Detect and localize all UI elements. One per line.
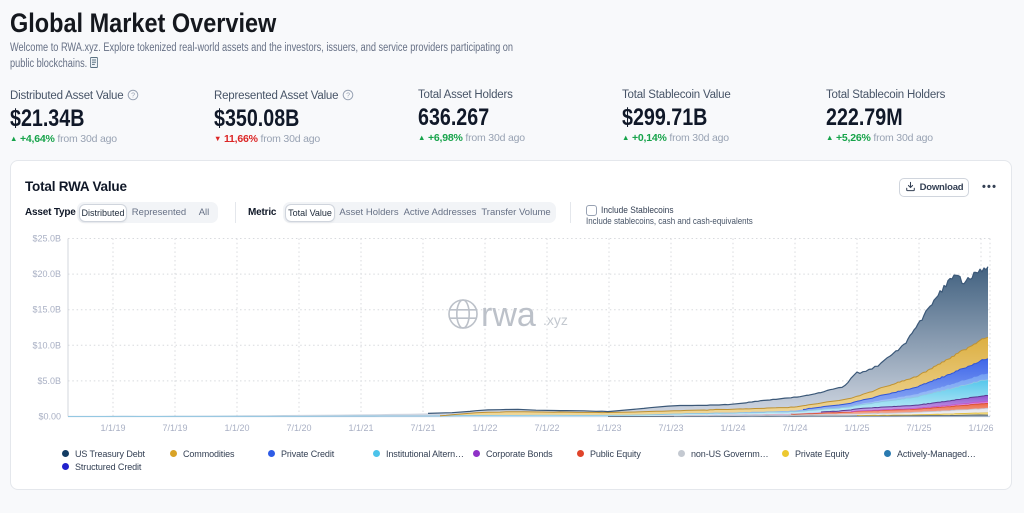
svg-text:.xyz: .xyz <box>543 312 568 328</box>
svg-text:1/1/20: 1/1/20 <box>224 423 249 433</box>
svg-text:$0.00: $0.00 <box>38 412 61 422</box>
svg-text:1/1/22: 1/1/22 <box>472 423 497 433</box>
svg-text:7/1/19: 7/1/19 <box>162 423 187 433</box>
svg-text:$15.0B: $15.0B <box>32 305 61 315</box>
svg-text:?: ? <box>346 93 350 100</box>
svg-text:$20.0B: $20.0B <box>32 269 61 279</box>
svg-text:$25.0B: $25.0B <box>32 234 61 244</box>
svg-text:$5.0B: $5.0B <box>37 376 61 386</box>
svg-text:1/1/23: 1/1/23 <box>596 423 621 433</box>
svg-text:1/1/25: 1/1/25 <box>844 423 869 433</box>
svg-text:1/1/24: 1/1/24 <box>720 423 745 433</box>
svg-text:$10.0B: $10.0B <box>32 340 61 350</box>
svg-text:1/1/21: 1/1/21 <box>348 423 373 433</box>
svg-text:7/1/25: 7/1/25 <box>906 423 931 433</box>
svg-text:1/1/19: 1/1/19 <box>100 423 125 433</box>
svg-text:?: ? <box>132 93 136 100</box>
svg-text:7/1/21: 7/1/21 <box>410 423 435 433</box>
svg-text:1/1/26: 1/1/26 <box>968 423 993 433</box>
svg-text:7/1/24: 7/1/24 <box>782 423 807 433</box>
svg-text:7/1/22: 7/1/22 <box>534 423 559 433</box>
svg-text:7/1/23: 7/1/23 <box>658 423 683 433</box>
svg-text:rwa: rwa <box>481 296 536 334</box>
svg-text:7/1/20: 7/1/20 <box>286 423 311 433</box>
